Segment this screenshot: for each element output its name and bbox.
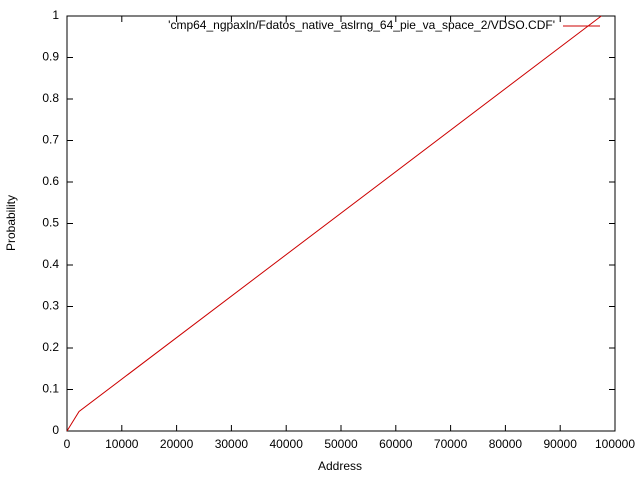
x-tick-label: 0 — [64, 437, 71, 451]
y-tick-label: 0.7 — [42, 133, 59, 147]
x-tick-label: 40000 — [270, 437, 304, 451]
x-tick-label: 50000 — [324, 437, 358, 451]
x-tick-label: 70000 — [434, 437, 468, 451]
y-tick-label: 1 — [52, 8, 59, 22]
y-tick-label: 0.8 — [42, 91, 59, 105]
x-tick-label: 80000 — [489, 437, 523, 451]
x-tick-label: 30000 — [215, 437, 249, 451]
y-tick-label: 0 — [52, 423, 59, 437]
legend-label: 'cmp64_ngpaxln/Fdatos_native_aslrng_64_p… — [168, 18, 555, 32]
y-tick-label: 0.6 — [42, 174, 59, 188]
x-tick-label: 100000 — [595, 437, 635, 451]
x-tick-label: 90000 — [544, 437, 578, 451]
y-tick-label: 0.5 — [42, 216, 59, 230]
data-line — [66, 15, 602, 432]
y-tick-label: 0.1 — [42, 382, 59, 396]
y-tick-label: 0.3 — [42, 299, 59, 313]
x-tick-label: 10000 — [105, 437, 139, 451]
x-tick-label: 60000 — [379, 437, 413, 451]
plot-border — [66, 15, 616, 432]
x-tick-label: 20000 — [160, 437, 194, 451]
x-axis-label: Address — [318, 459, 362, 473]
y-tick-label: 0.9 — [42, 50, 59, 64]
y-axis-label: Probability — [4, 195, 18, 251]
y-tick-label: 0.4 — [42, 257, 59, 271]
y-tick-label: 0.2 — [42, 340, 59, 354]
